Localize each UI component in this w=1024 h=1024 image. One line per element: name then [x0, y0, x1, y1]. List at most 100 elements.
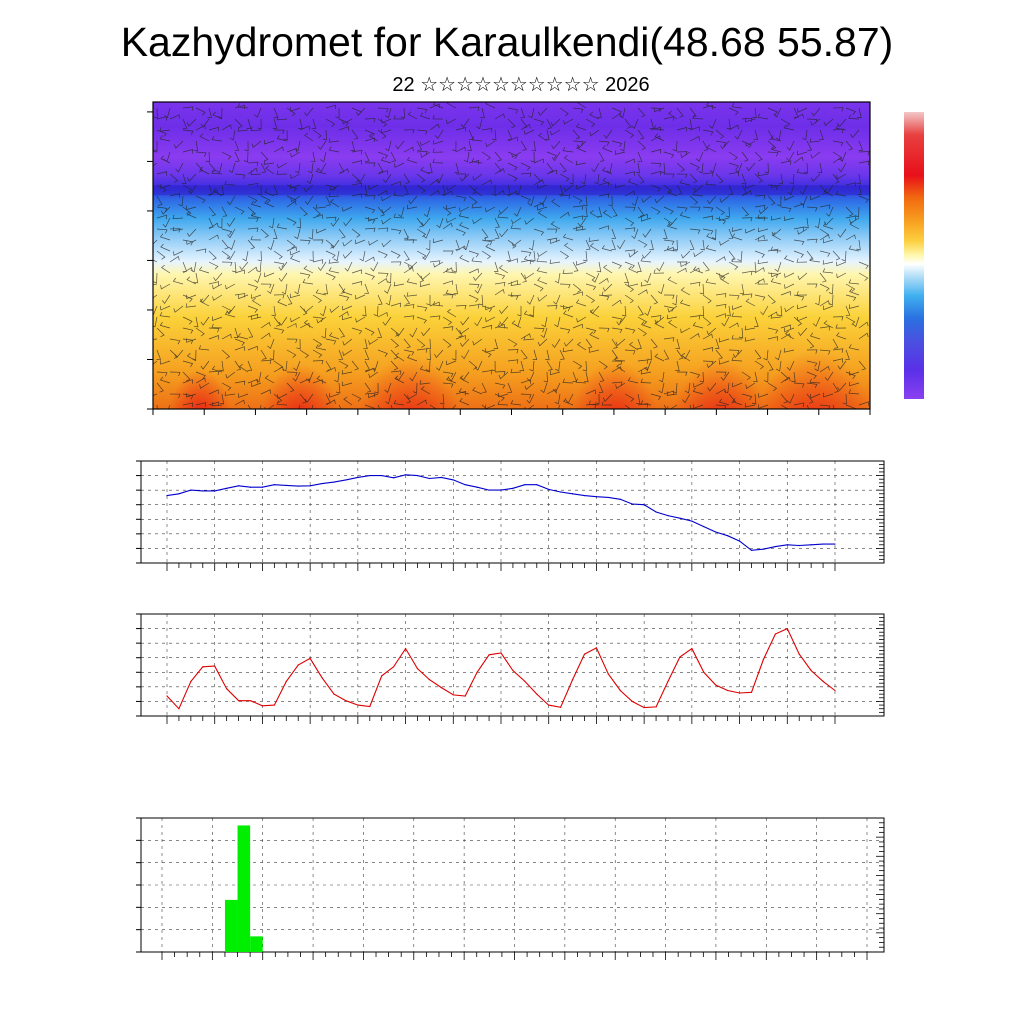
wind-barb	[784, 305, 795, 313]
wind-barb	[156, 371, 168, 377]
wind-barb	[819, 283, 830, 292]
wind-barb	[550, 221, 561, 230]
wind-barb	[468, 195, 478, 205]
wind-barb	[666, 391, 678, 396]
wind-barb	[654, 320, 665, 329]
wind-barb	[325, 272, 336, 281]
wind-barb	[776, 195, 782, 207]
wind-barb	[160, 184, 171, 189]
wind-barb	[628, 250, 639, 258]
wind-barb	[585, 389, 596, 395]
wind-barb	[467, 140, 472, 152]
data-point	[369, 474, 371, 477]
wind-barb	[698, 162, 704, 174]
wind-barb	[416, 217, 424, 228]
wind-barb	[156, 382, 164, 393]
data-point	[500, 489, 502, 491]
wind-barb	[845, 215, 857, 220]
minor-x-ticks	[161, 952, 868, 960]
wind-barb	[608, 195, 613, 207]
wind-barb	[770, 314, 782, 319]
wind-barb	[572, 215, 584, 220]
wind-barb	[832, 358, 844, 363]
wind-barb	[426, 349, 431, 361]
wind-barb	[156, 250, 166, 260]
wind-barb	[520, 259, 532, 265]
wind-barb	[753, 129, 759, 140]
wind-barb	[208, 162, 217, 173]
wind-barb	[603, 129, 613, 139]
wind-barb	[640, 257, 652, 263]
wind-barb	[524, 404, 535, 409]
wind-barb	[439, 393, 445, 405]
data-point	[249, 700, 252, 702]
wind-barb	[296, 338, 301, 350]
wind-barb	[552, 294, 561, 305]
wind-barb	[497, 400, 509, 406]
wind-barb	[471, 257, 483, 263]
wind-barb	[767, 360, 774, 371]
wind-barb	[531, 250, 536, 262]
wind-barb	[637, 239, 648, 248]
wind-barb	[806, 349, 818, 354]
data-point	[166, 695, 168, 697]
data-point	[440, 476, 442, 478]
wind-barb	[546, 151, 557, 159]
wind-barb	[403, 315, 415, 320]
wind-barb	[728, 393, 736, 404]
wind-barb	[637, 173, 645, 184]
wind-barb	[471, 136, 483, 142]
wind-barb	[312, 214, 323, 219]
wind-barb	[260, 151, 269, 162]
wind-barb	[232, 261, 237, 273]
wind-barb	[559, 327, 571, 334]
wind-barb	[317, 261, 327, 271]
wind-barb	[799, 184, 808, 195]
wind-barb	[731, 356, 743, 362]
wind-barb	[845, 371, 856, 380]
wind-barb	[442, 190, 453, 197]
wind-barb	[598, 327, 610, 333]
heatmap-cold-band	[153, 185, 870, 196]
wind-barb	[153, 283, 158, 286]
wind-barb	[364, 162, 376, 167]
wind-barb	[446, 308, 457, 318]
wind-barb	[520, 333, 531, 340]
wind-barb	[584, 371, 589, 383]
wind-barb	[658, 382, 665, 394]
wind-barb	[784, 272, 795, 278]
wind-barb	[163, 107, 171, 119]
wind-barb	[416, 338, 426, 348]
wind-barb	[159, 135, 171, 142]
wind-barb	[563, 155, 574, 164]
wind-barb	[637, 107, 646, 118]
wind-barb	[299, 272, 311, 279]
wind-barb	[689, 371, 701, 379]
wind-barb	[200, 118, 210, 128]
wind-barb	[817, 162, 823, 174]
wind-barb	[294, 228, 301, 240]
data-point	[476, 671, 478, 673]
wind-barb	[780, 324, 791, 330]
wind-barb	[420, 140, 431, 147]
wind-barb	[641, 250, 652, 259]
wind-barb	[507, 280, 518, 285]
wind-barb	[650, 206, 661, 215]
wind-barb	[797, 107, 808, 113]
wind-barb	[153, 294, 158, 299]
wind-barb	[267, 283, 275, 294]
wind-barb	[153, 107, 158, 119]
wind-barb	[793, 156, 804, 164]
wind-barb	[728, 162, 740, 170]
wind-barb	[485, 316, 496, 323]
wind-barb	[419, 282, 431, 287]
wind-barb	[837, 118, 847, 128]
wind-barb	[796, 258, 808, 263]
wind-barb	[637, 316, 648, 325]
wind-barb	[624, 261, 635, 269]
wind-barb	[238, 294, 249, 300]
wind-barb	[377, 118, 388, 128]
wind-barb	[848, 389, 860, 395]
wind-barb	[576, 261, 587, 266]
wind-barb	[250, 126, 262, 131]
